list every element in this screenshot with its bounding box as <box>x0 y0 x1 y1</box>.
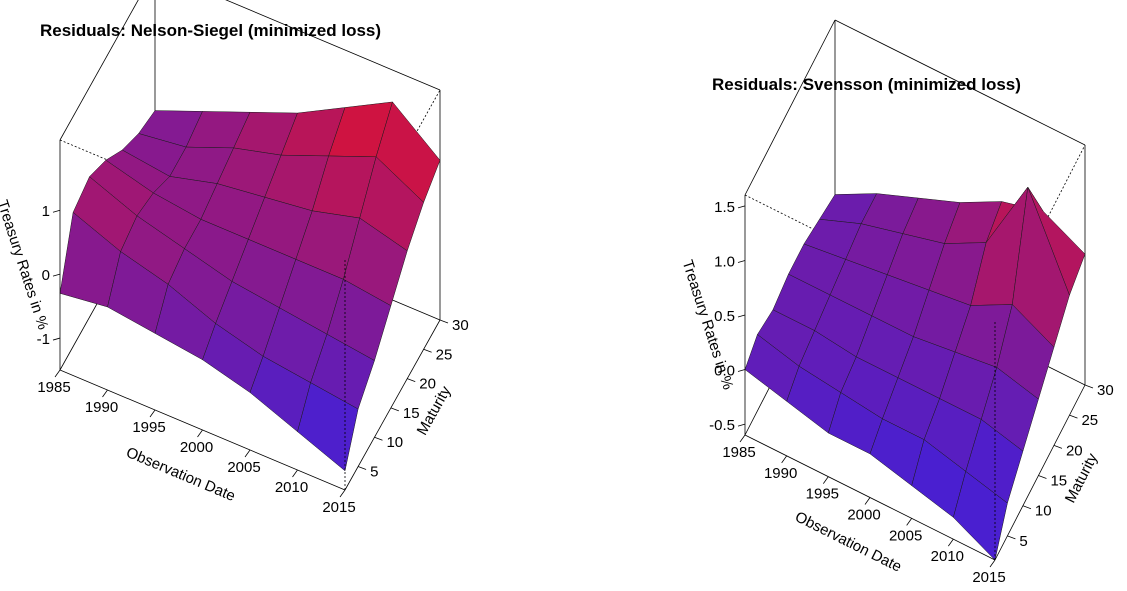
z-tick <box>52 209 61 213</box>
surface-facet <box>297 382 359 472</box>
box-edge <box>225 0 441 91</box>
y-tick-label: 30 <box>452 317 469 334</box>
surface-chart: 198519901995200020052010201551015202530-… <box>0 0 469 516</box>
y-tick <box>357 466 367 470</box>
x-tick <box>948 538 954 547</box>
y-tick-label: 25 <box>436 346 453 363</box>
x-tick <box>906 518 912 526</box>
box-edge <box>834 19 1086 146</box>
surface-chart: 1985 1990 1995 2000 2005 2010 2015 5 10 15 20 25 30 -… <box>679 19 1114 586</box>
y-tick-label: 20 <box>419 376 436 393</box>
z-tick <box>737 423 746 427</box>
z-tick <box>52 337 61 341</box>
z-tick-label: 1.5 <box>714 199 735 216</box>
x-tick <box>781 455 787 464</box>
x-tick-label: 2000 <box>180 439 213 456</box>
chart-title: Residuals: Svensson (minimized loss) <box>712 75 1021 94</box>
x-tick-label: 1990 <box>764 465 797 482</box>
x-tick <box>989 559 996 568</box>
z-tick <box>52 273 61 277</box>
x-tick-label: 2005 <box>889 527 922 544</box>
y-tick-label: 5 <box>1019 533 1027 550</box>
y-tick <box>1084 384 1094 389</box>
y-tick <box>1007 535 1016 540</box>
y-tick-label: 15 <box>403 405 420 422</box>
z-tick-label: 1.0 <box>714 253 735 270</box>
z-tick <box>737 205 746 209</box>
y-tick-label: 20 <box>1066 442 1083 459</box>
x-tick <box>739 434 746 443</box>
x-tick-label: 2015 <box>322 499 355 516</box>
x-tick-label: 2005 <box>227 459 260 476</box>
y-tick <box>1053 444 1063 449</box>
y-tick <box>1038 475 1047 479</box>
z-tick <box>737 369 746 372</box>
x-tick <box>54 369 61 378</box>
x-tick <box>823 476 829 484</box>
y-tick-label: 5 <box>370 464 378 481</box>
x-tick-label: 2010 <box>931 548 964 565</box>
chart-title: Residuals: Nelson-Siegel (minimized loss… <box>40 21 381 40</box>
z-tick <box>737 314 746 318</box>
y-tick <box>374 436 383 441</box>
x-tick-label: 1985 <box>37 379 70 396</box>
box-edge <box>744 19 836 196</box>
x-tick <box>292 469 298 478</box>
y-tick <box>439 319 449 324</box>
x-tick-label: 1990 <box>85 399 118 416</box>
y-tick-label: 15 <box>1050 472 1067 489</box>
y-tick-label: 25 <box>1081 412 1098 429</box>
z-tick-label: 0.5 <box>714 308 735 325</box>
y-tick <box>407 378 416 382</box>
y-tick-label: 30 <box>1097 382 1114 399</box>
y-tick-label: 10 <box>1035 503 1052 520</box>
y-tick <box>423 348 432 353</box>
x-tick-label: 2000 <box>847 506 880 523</box>
box-edge <box>59 0 139 141</box>
z-tick-label: -1 <box>37 331 50 348</box>
z-tick-label: 0 <box>42 267 50 284</box>
z-tick-label: 0.0 <box>714 363 735 380</box>
z-tick <box>737 260 746 263</box>
x-tick <box>864 497 871 505</box>
surface-facet <box>953 470 1008 561</box>
y-tick-label: 10 <box>386 434 403 451</box>
box-edge <box>344 319 441 491</box>
x-tick <box>102 389 108 398</box>
x-tick-label: 1985 <box>722 444 755 461</box>
x-tick-label: 2010 <box>275 479 308 496</box>
x-tick-label: 1995 <box>806 486 839 503</box>
x-tick-label: 2015 <box>972 569 1005 586</box>
z-tick-label: -0.5 <box>709 417 735 434</box>
z-tick-label: 1 <box>42 203 50 220</box>
box-edge <box>994 384 1086 561</box>
y-tick <box>1069 414 1078 419</box>
x-tick <box>339 489 346 498</box>
x-tick-label: 1995 <box>132 419 165 436</box>
y-tick <box>1022 505 1032 510</box>
y-tick <box>390 407 400 412</box>
x-tick <box>244 449 251 458</box>
x-tick <box>149 409 156 418</box>
x-tick <box>197 429 203 438</box>
